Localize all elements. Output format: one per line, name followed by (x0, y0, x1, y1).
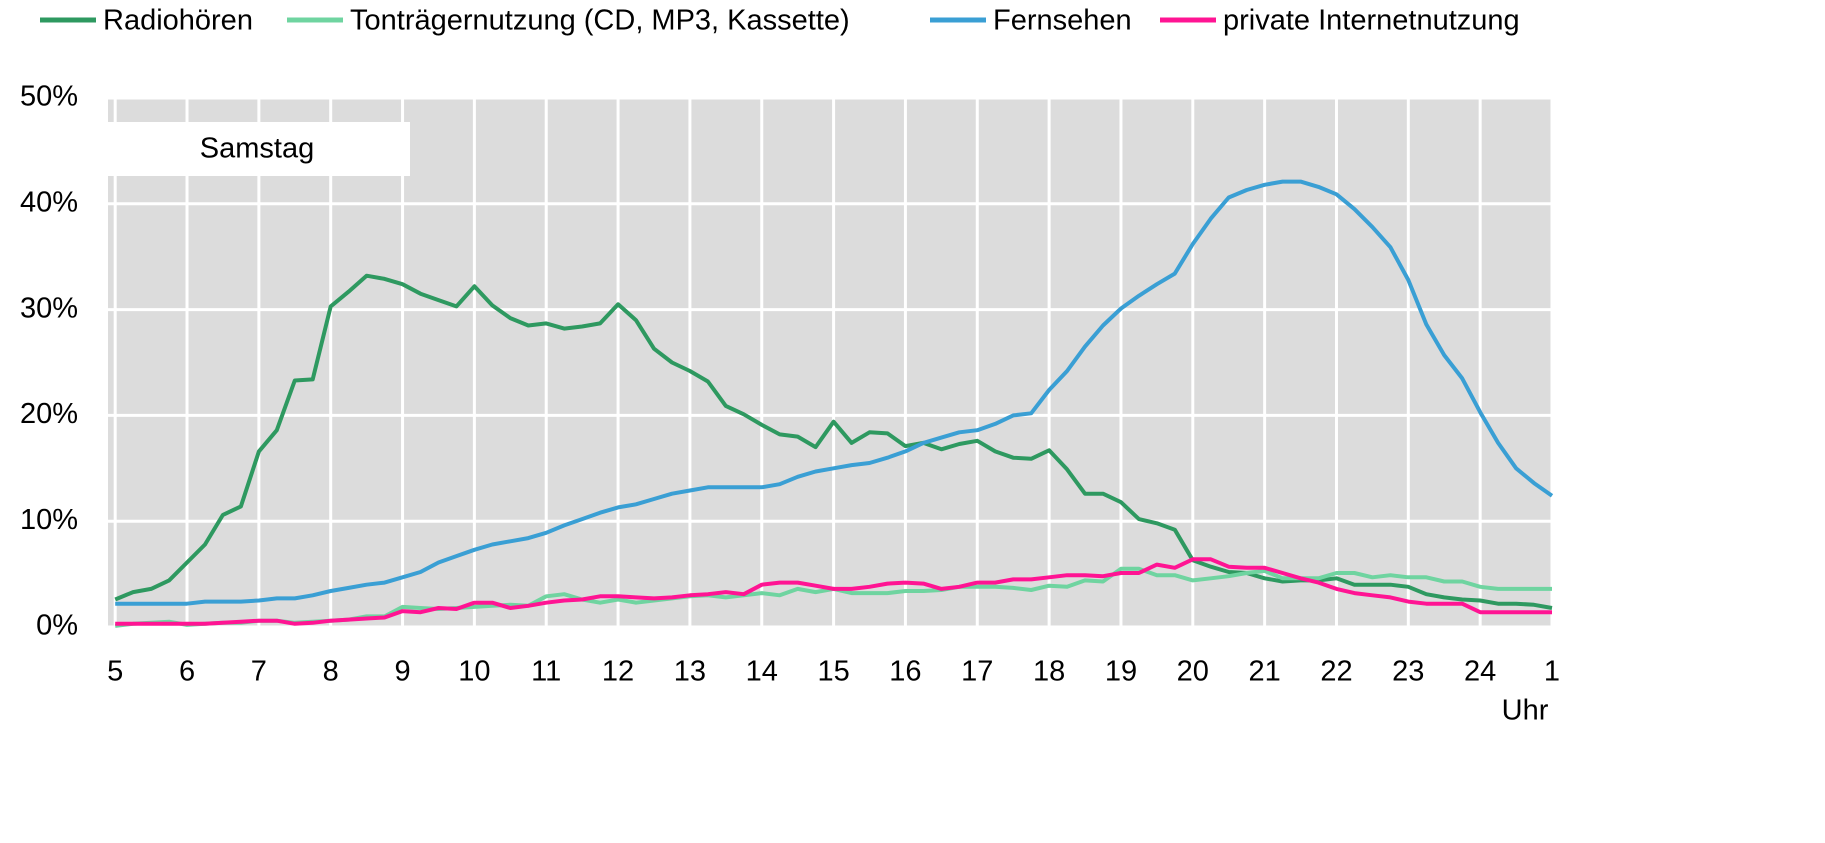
x-tick-label: 23 (1392, 656, 1424, 688)
y-tick-label: 10% (20, 504, 78, 536)
x-tick-label: 5 (107, 656, 123, 688)
y-tick-label: 20% (20, 398, 78, 430)
annotation: Samstag (200, 133, 314, 165)
x-tick-label: 12 (602, 656, 634, 688)
x-tick-label: 21 (1249, 656, 1281, 688)
data-line (115, 557, 1552, 626)
x-tick-label: 16 (889, 656, 921, 688)
x-tick-label: 20 (1177, 656, 1209, 688)
x-tick-label: 7 (251, 656, 267, 688)
x-tick-label: 15 (817, 656, 849, 688)
legend-label: Radiohören (103, 5, 253, 37)
x-tick-label: 17 (961, 656, 993, 688)
x-tick-label: 13 (674, 656, 706, 688)
x-tick-label: 8 (323, 656, 339, 688)
legend-label: Tonträgernutzung (CD, MP3, Kassette) (350, 5, 850, 37)
x-tick-label: 6 (179, 656, 195, 688)
y-tick-label: 0% (36, 610, 78, 642)
annotation-box (108, 122, 410, 176)
x-tick-label: 14 (746, 656, 778, 688)
data-line (115, 179, 1554, 606)
x-tick-label: 24 (1464, 656, 1496, 688)
x-tick-label: 11 (531, 656, 561, 688)
legend-label: Fernsehen (993, 5, 1132, 37)
x-tick-label: 10 (458, 656, 490, 688)
y-tick-label: 40% (20, 186, 78, 218)
x-tick-label: 19 (1105, 656, 1137, 688)
x-tick-label: 22 (1320, 656, 1352, 688)
x-tick-label: 18 (1033, 656, 1065, 688)
y-tick-label: 30% (20, 292, 78, 324)
y-tick-label: 50% (20, 81, 78, 113)
x-tick-label: 9 (394, 656, 410, 688)
x-tick-label: 1 (1544, 656, 1560, 688)
x-axis-label: Uhr (1502, 695, 1549, 727)
legend-label: private Internetnutzung (1223, 5, 1520, 37)
